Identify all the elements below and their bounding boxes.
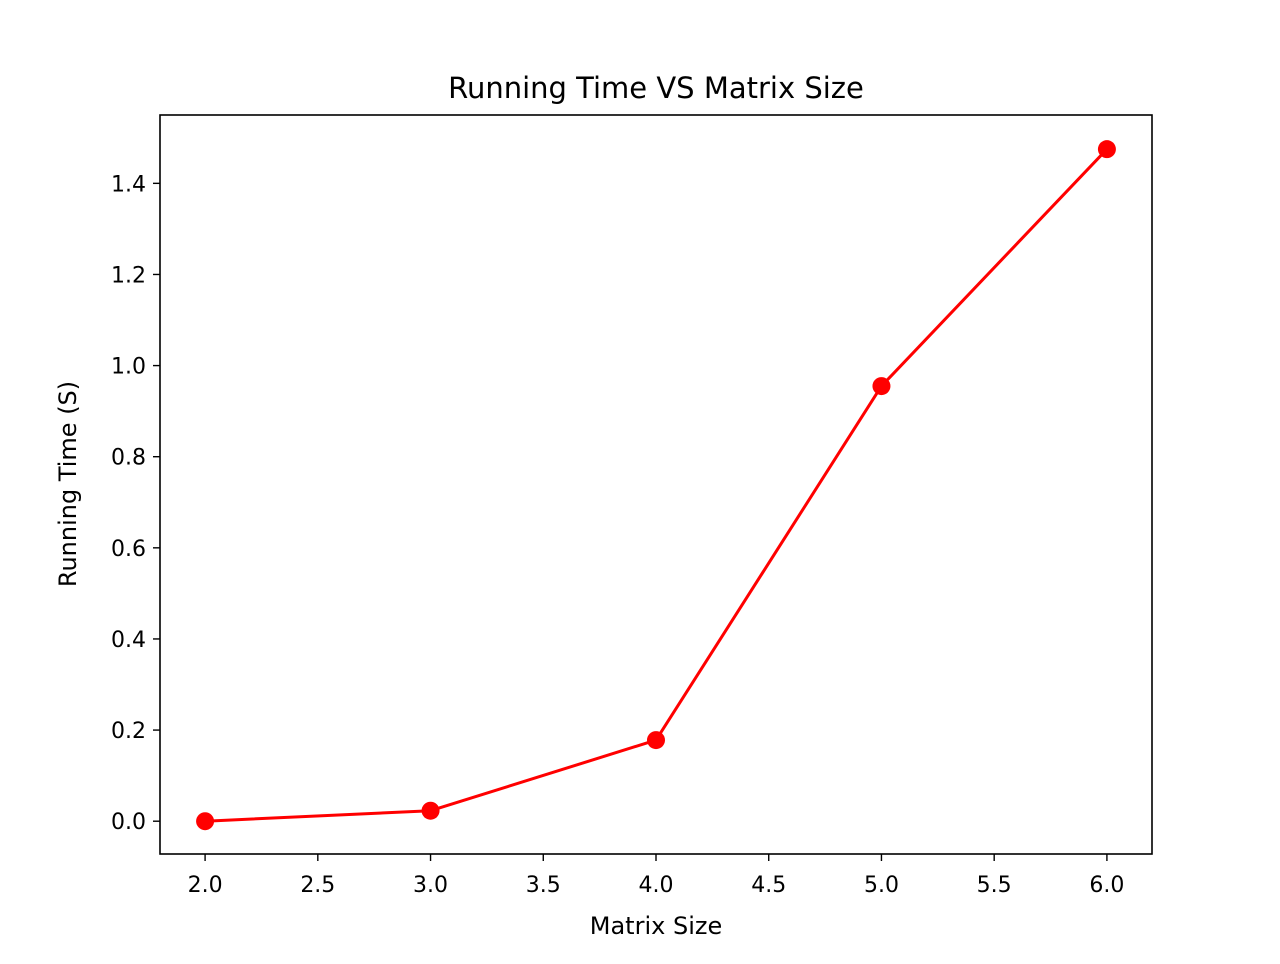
x-tick-label: 6.0	[1089, 873, 1124, 898]
y-tick-label: 1.2	[111, 263, 146, 288]
y-tick-label: 0.6	[111, 537, 146, 562]
x-axis-ticks: 2.0 2.5 3.0 3.5 4.0 4.5 5.0 5.5 6.0	[188, 854, 1124, 898]
y-tick-label: 0.4	[111, 628, 146, 653]
y-tick-label: 1.4	[111, 172, 146, 197]
series-line	[205, 148, 1108, 823]
y-tick-label: 0.2	[111, 719, 146, 744]
x-tick-label: 5.5	[977, 873, 1012, 898]
x-tick-label: 4.0	[639, 873, 674, 898]
y-tick-label: 0.8	[111, 446, 146, 471]
y-tick-label: 0.0	[111, 810, 146, 835]
x-tick-label: 4.5	[751, 873, 786, 898]
data-point	[421, 801, 440, 820]
x-tick-label: 3.5	[526, 873, 561, 898]
x-tick-label: 5.0	[864, 873, 899, 898]
series-layer	[196, 140, 1116, 831]
x-axis-title: Matrix Size	[590, 912, 722, 940]
chart-title: Running Time VS Matrix Size	[448, 71, 864, 105]
x-tick-label: 2.5	[300, 873, 335, 898]
y-axis-ticks: 0.0 0.2 0.4 0.6 0.8 1.0 1.2 1.4	[111, 172, 160, 835]
y-axis-title: Running Time (S)	[54, 381, 82, 587]
y-tick-label: 1.0	[111, 355, 146, 380]
data-point	[872, 377, 891, 396]
data-point	[647, 731, 665, 750]
x-tick-label: 3.0	[413, 873, 448, 898]
plot-frame	[159, 114, 1153, 855]
data-point	[1097, 140, 1116, 159]
x-tick-label: 2.0	[188, 873, 223, 898]
data-point	[196, 812, 215, 831]
